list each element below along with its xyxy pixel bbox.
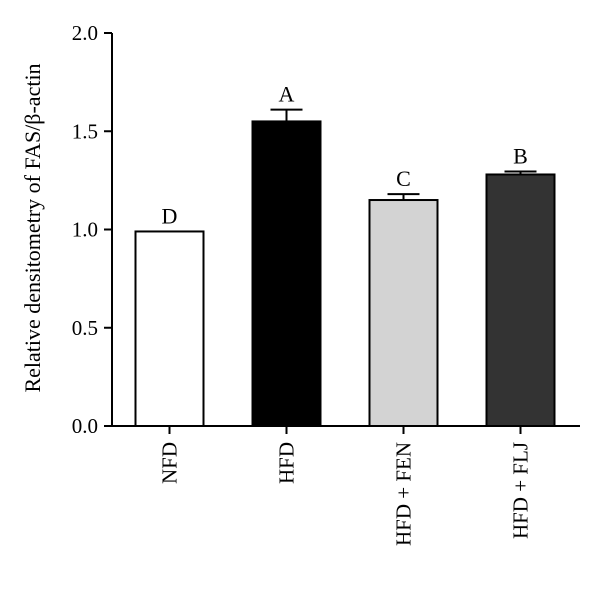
significance-letter: A xyxy=(279,82,295,107)
y-tick-label: 0.0 xyxy=(72,414,98,438)
bar-nfd xyxy=(134,230,205,427)
y-tick-label: 2.0 xyxy=(72,21,98,45)
x-tick-label: HFD xyxy=(275,442,299,484)
y-tick-label: 1.5 xyxy=(72,119,98,143)
x-axis-ticks: NFD HFD HFD + FEN HFD + FLJ xyxy=(158,426,533,546)
x-tick-label: HFD + FEN xyxy=(392,442,416,546)
significance-letter: B xyxy=(513,144,528,169)
x-tick-label: HFD + FLJ xyxy=(509,442,533,539)
y-tick-label: 0.5 xyxy=(72,316,98,340)
bar-hfd-fen xyxy=(368,199,439,427)
y-axis-ticks: 0.0 0.5 1.0 1.5 2.0 xyxy=(72,21,112,438)
bars-group: D A C B xyxy=(134,82,556,428)
bar-hfd xyxy=(251,120,322,428)
y-tick-label: 1.0 xyxy=(72,218,98,242)
significance-letter: D xyxy=(162,203,178,228)
significance-letter: C xyxy=(396,166,411,191)
x-tick-label: NFD xyxy=(158,442,182,484)
bar-hfd-flj xyxy=(485,173,556,427)
y-axis-label: Relative densitometry of FAS/β-actin xyxy=(20,63,45,392)
